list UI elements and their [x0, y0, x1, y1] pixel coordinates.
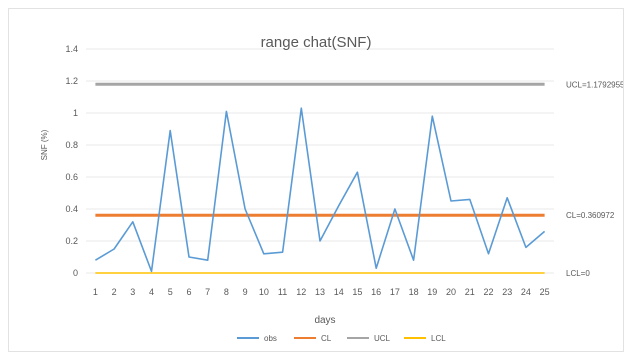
y-axis-label: SNF (%) [40, 129, 49, 160]
annotation-ucl: UCL=1.17929552 [566, 80, 623, 89]
x-tick-label: 18 [409, 287, 419, 297]
x-tick-label: 4 [149, 287, 154, 297]
x-tick-label: 23 [502, 287, 512, 297]
x-tick-label: 7 [205, 287, 210, 297]
x-tick-label: 12 [296, 287, 306, 297]
x-tick-label: 22 [483, 287, 493, 297]
x-axis-label: days [314, 315, 335, 326]
x-tick-label: 9 [243, 287, 248, 297]
legend-item-lcl: LCL [404, 334, 446, 343]
x-tick-label: 14 [334, 287, 344, 297]
y-tick-label: 1 [73, 108, 78, 118]
x-tick-label: 20 [446, 287, 456, 297]
annotation-cl: CL=0.360972 [566, 211, 615, 220]
chart-title: range chat(SNF) [261, 34, 372, 51]
legend-label: LCL [431, 334, 446, 343]
x-axis-ticks: 1 2 3 4 5 6 7 8 9 10 11 12 13 14 15 16 17 18 19 20 21 22 23 24 2… [93, 287, 550, 297]
x-tick-label: 5 [168, 287, 173, 297]
annotation-lcl: LCL=0 [566, 269, 590, 278]
x-tick-label: 11 [278, 287, 287, 297]
y-tick-label: 0.2 [65, 236, 78, 246]
x-tick-label: 15 [352, 287, 362, 297]
control-lines [95, 82, 545, 274]
annotations: UCL=1.17929552 CL=0.360972 LCL=0 [566, 80, 623, 278]
y-tick-label: 0 [73, 268, 78, 278]
legend: obs CL UCL LCL [237, 334, 446, 343]
observation-series [94, 107, 546, 273]
x-tick-label: 6 [186, 287, 191, 297]
legend-item-cl: CL [294, 334, 332, 343]
x-tick-label: 10 [259, 287, 269, 297]
legend-label: CL [321, 334, 332, 343]
legend-label: UCL [374, 334, 391, 343]
chart-frame: 0 0.2 0.4 0.6 0.8 1 1.2 1.4 1 2 3 4 5 6 7 8 9 10 11 12 13 14… [8, 8, 624, 352]
x-tick-label: 17 [390, 287, 400, 297]
x-tick-label: 8 [224, 287, 229, 297]
legend-item-ucl: UCL [347, 334, 391, 343]
x-tick-label: 3 [130, 287, 135, 297]
y-axis-ticks: 0 0.2 0.4 0.6 0.8 1 1.2 1.4 [65, 44, 78, 278]
y-tick-label: 1.4 [65, 44, 78, 54]
x-tick-label: 21 [465, 287, 475, 297]
y-tick-label: 0.6 [65, 172, 78, 182]
range-chart: 00.20.40.60.811.21.4 1 2 3 4 5 6 7 8 9 10 11 12 13 14… [40, 34, 623, 343]
x-tick-label: 25 [540, 287, 550, 297]
legend-item-obs: obs [237, 334, 277, 343]
series-line-obs [94, 107, 546, 273]
y-tick-label: 1.2 [65, 76, 78, 86]
x-tick-label: 13 [315, 287, 325, 297]
legend-label: obs [264, 334, 277, 343]
x-tick-label: 2 [112, 287, 117, 297]
x-tick-label: 19 [427, 287, 437, 297]
x-tick-label: 24 [521, 287, 531, 297]
y-tick-label: 0.8 [65, 140, 78, 150]
x-tick-label: 16 [371, 287, 381, 297]
x-tick-label: 1 [93, 287, 98, 297]
y-tick-label: 0.4 [65, 204, 78, 214]
